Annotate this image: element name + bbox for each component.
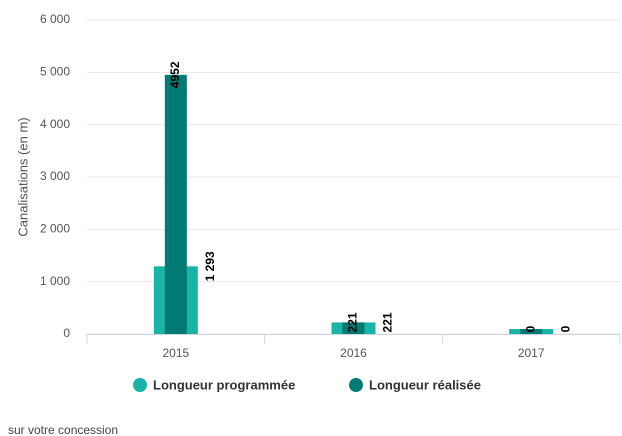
caption: sur votre concession xyxy=(8,423,118,436)
y-axis-label: Canalisations (en m) xyxy=(15,117,30,236)
y-tick-label: 6 000 xyxy=(40,12,70,26)
y-tick-label: 3 000 xyxy=(40,169,70,183)
bar xyxy=(342,322,365,334)
data-label: 0 xyxy=(558,325,572,332)
data-label: 1 293 xyxy=(203,251,217,281)
x-tick-label: 2017 xyxy=(518,346,545,360)
bar xyxy=(520,329,543,334)
data-label: 4952 xyxy=(168,61,182,88)
legend-marker xyxy=(133,378,147,392)
data-label: 0 xyxy=(523,325,537,332)
x-tick-label: 2015 xyxy=(162,346,189,360)
legend-label: Longueur programmée xyxy=(153,377,295,392)
data-label: 221 xyxy=(381,312,395,332)
y-tick-label: 5 000 xyxy=(40,65,70,79)
bar xyxy=(164,74,187,334)
y-tick-label: 1 000 xyxy=(40,274,70,288)
y-tick-label: 2 000 xyxy=(40,222,70,236)
x-tick-label: 2016 xyxy=(340,346,367,360)
legend-marker xyxy=(349,378,363,392)
data-label: 221 xyxy=(346,312,360,332)
legend-label: Longueur réalisée xyxy=(369,377,481,392)
y-tick-label: 0 xyxy=(63,326,70,340)
y-tick-label: 4 000 xyxy=(40,117,70,131)
